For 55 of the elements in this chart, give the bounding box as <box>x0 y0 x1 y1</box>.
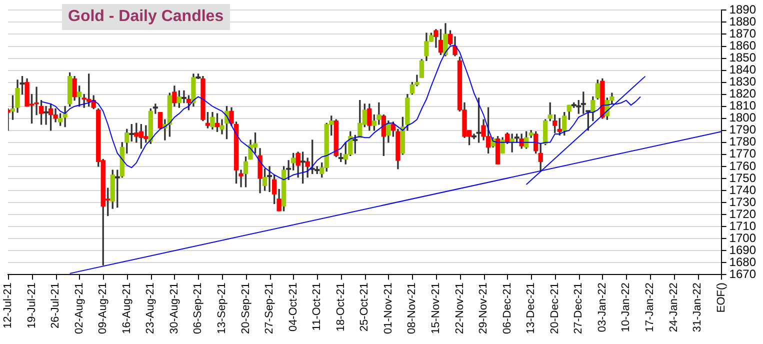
x-tick-label: 26-Jul-21 <box>50 282 62 328</box>
y-tick-label: 1850 <box>729 50 756 65</box>
y-tick-label: 1700 <box>729 230 756 245</box>
x-tick-label: 30-Aug-21 <box>168 282 180 334</box>
y-tick-label: 1860 <box>729 38 756 53</box>
x-tick-label: 25-Oct-21 <box>358 282 371 332</box>
y-tick-label: 1670 <box>729 266 756 281</box>
x-tick-label: 18-Oct-21 <box>334 282 347 332</box>
y-tick-label: 1880 <box>729 14 756 29</box>
x-tick-label: 16-Aug-21 <box>120 282 133 334</box>
x-tick-label: 20-Dec-21 <box>548 282 561 334</box>
x-tick-label: 22-Nov-21 <box>454 282 466 334</box>
x-tick-label: 02-Aug-21 <box>73 282 86 334</box>
x-tick-label: 24-Jan-22 <box>668 282 680 332</box>
y-tick-label: 1800 <box>729 110 756 125</box>
y-tick-label: 1790 <box>729 122 756 137</box>
x-tick-label: 17-Jan-22 <box>644 282 656 332</box>
x-tick-label: 13-Dec-21 <box>525 282 538 334</box>
x-tick-label: 20-Sep-21 <box>240 282 252 334</box>
x-tick-label: 13-Sep-21 <box>216 282 228 334</box>
chart-title: Gold - Daily Candles <box>62 4 230 30</box>
x-tick-label: 23-Aug-21 <box>144 282 157 334</box>
x-tick-label: 29-Nov-21 <box>478 282 490 334</box>
y-tick-label: 1890 <box>729 2 756 17</box>
y-tick-label: 1810 <box>729 98 756 113</box>
y-tick-label: 1680 <box>729 254 756 269</box>
y-tick-label: 1720 <box>729 206 756 221</box>
y-tick-label: 1830 <box>729 74 756 89</box>
y-tick-label: 1690 <box>729 242 756 257</box>
y-tick-label: 1710 <box>729 218 756 233</box>
x-tick-label: 01-Nov-21 <box>382 282 394 334</box>
x-tick-label: 15-Nov-21 <box>430 282 442 334</box>
x-tick-label: 03-Jan-22 <box>596 282 608 332</box>
x-tick-label: 09-Aug-21 <box>97 282 110 334</box>
x-tick-label: 06-Sep-21 <box>192 282 204 334</box>
x-tick-label: 27-Dec-21 <box>572 282 585 334</box>
y-tick-label: 1730 <box>729 194 756 209</box>
x-tick-label: 08-Nov-21 <box>406 282 418 334</box>
x-tick-label: 11-Oct-21 <box>311 282 324 331</box>
y-tick-label: 1780 <box>729 134 756 149</box>
y-tick-label: 1770 <box>729 146 756 161</box>
x-tick-label: 10-Jan-22 <box>620 282 632 332</box>
y-tick-label: 1870 <box>729 26 756 41</box>
y-tick-label: 1750 <box>729 170 756 185</box>
x-tick-label: 31-Jan-22 <box>692 282 704 332</box>
y-tick-label: 1840 <box>729 62 756 77</box>
y-tick-label: 1760 <box>729 158 756 173</box>
x-tick-label: 04-Oct-21 <box>287 282 300 332</box>
x-tick-label: 27-Sep-21 <box>264 282 276 334</box>
x-tick-label: 19-Jul-21 <box>26 282 38 328</box>
y-tick-label: 1740 <box>729 182 756 197</box>
x-tick-label: EOF() <box>715 282 728 313</box>
x-tick-label: 06-Dec-21 <box>501 282 514 334</box>
y-tick-label: 1820 <box>729 86 756 101</box>
x-tick-label: 12-Jul-21 <box>2 282 14 328</box>
